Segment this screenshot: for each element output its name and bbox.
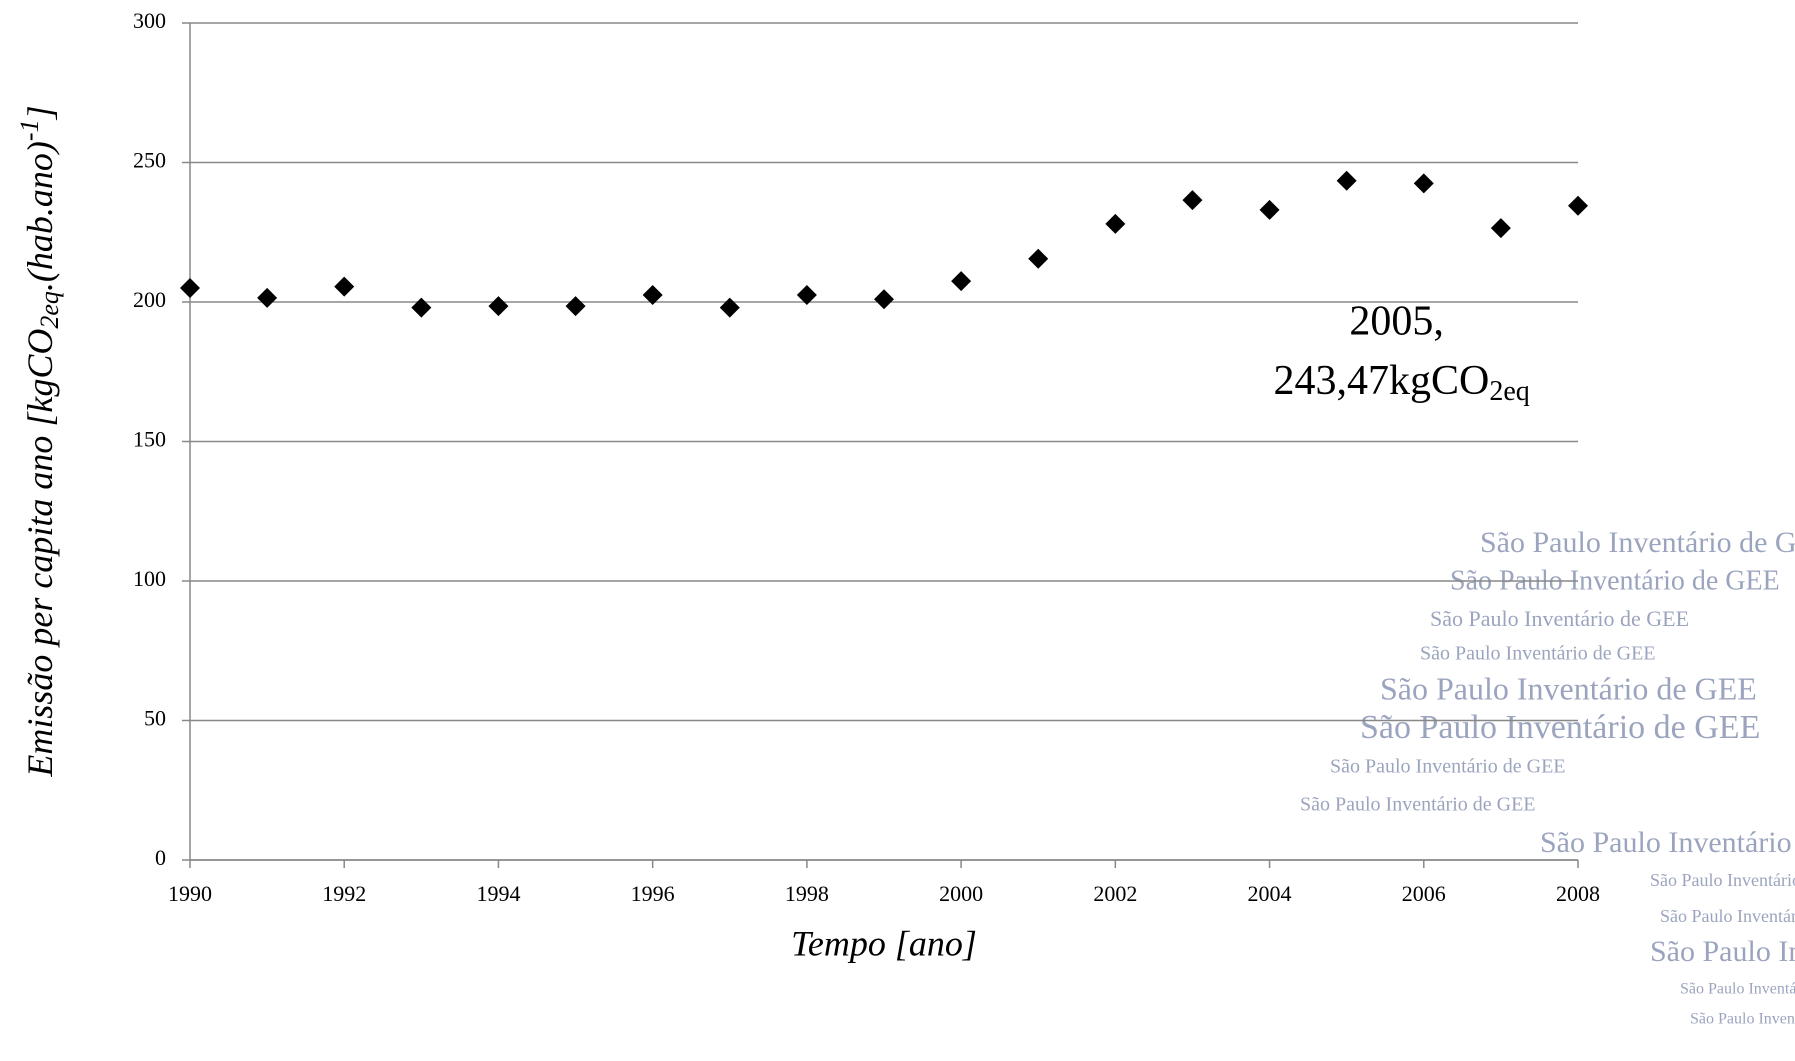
watermark-text: São Paulo Inventário de GEE <box>1650 935 1795 968</box>
x-tick-label: 2004 <box>1248 881 1292 906</box>
y-tick-label: 50 <box>144 706 166 731</box>
watermark-text: São Paulo Inventário de GEE <box>1650 870 1795 890</box>
point <box>796 285 817 306</box>
y-title-part: Emissão per capita ano [kgCO <box>20 329 60 778</box>
point <box>1490 218 1511 239</box>
watermark-text: São Paulo Inventário de GEE <box>1420 643 1656 665</box>
point <box>180 278 200 299</box>
annotation: 243,47kgCO2eq <box>1274 358 1530 408</box>
y-tick-label: 250 <box>133 148 166 173</box>
y-tick-label: 300 <box>133 8 166 33</box>
watermark-text: São Paulo Inventário de GEE <box>1380 670 1757 706</box>
annotation: 2005, <box>1349 299 1444 345</box>
point <box>1028 248 1049 269</box>
x-tick-label: 1994 <box>476 881 520 906</box>
point <box>1182 190 1203 211</box>
point <box>1568 195 1588 216</box>
point <box>565 296 586 317</box>
point <box>1413 173 1434 194</box>
point <box>1259 199 1280 220</box>
y-tick-label: 150 <box>133 427 166 452</box>
x-tick-label: 1996 <box>631 881 675 906</box>
point <box>334 276 355 297</box>
watermark-text: São Paulo Inventário de GEE <box>1330 756 1566 778</box>
point <box>257 287 278 308</box>
x-tick-label: 2006 <box>1402 881 1446 906</box>
x-tick-label: 1998 <box>785 881 829 906</box>
watermark-text: São Paulo Inventário de GEE <box>1480 526 1795 559</box>
x-tick-label: 2008 <box>1556 881 1600 906</box>
point <box>1336 170 1357 191</box>
y-tick-label: 0 <box>155 845 166 870</box>
y-tick-label: 100 <box>133 566 166 591</box>
point <box>1105 213 1126 234</box>
x-tick-label: 1990 <box>168 881 212 906</box>
watermark-text: São Paulo Inventário de GEE <box>1680 981 1795 998</box>
y-title-sub: 2eq <box>35 291 64 329</box>
watermark-text: São Paulo Inventário de GEE <box>1360 709 1760 746</box>
point <box>874 289 894 310</box>
watermark-text: São Paulo Inventário de GEE <box>1540 826 1795 859</box>
y-tick-label: 200 <box>133 287 166 312</box>
point <box>719 297 740 318</box>
watermark-text: São Paulo Inventário de GEE <box>1430 606 1689 631</box>
watermark-text: São Paulo Inventário de GEE <box>1690 1011 1795 1028</box>
watermark-text: São Paulo Inventário de GEE <box>1660 906 1795 926</box>
x-axis-title: Tempo [ano] <box>791 923 977 963</box>
y-title-sup: -1 <box>15 119 44 141</box>
annotation-sub: 2eq <box>1489 376 1529 407</box>
point <box>488 296 509 317</box>
y-title-part: .(hab.ano) <box>20 141 60 291</box>
x-tick-label: 2000 <box>939 881 983 906</box>
y-title-part: ] <box>20 105 60 120</box>
watermark-text: São Paulo Inventário de GEE <box>1300 794 1536 816</box>
point <box>951 271 972 292</box>
x-tick-label: 1992 <box>322 881 366 906</box>
annotation-part: 243,47kgCO <box>1274 358 1490 404</box>
x-tick-label: 2002 <box>1093 881 1137 906</box>
y-axis-title: Emissão per capita ano [kgCO2eq.(hab.ano… <box>15 105 64 777</box>
point <box>642 285 663 306</box>
point <box>411 297 432 318</box>
